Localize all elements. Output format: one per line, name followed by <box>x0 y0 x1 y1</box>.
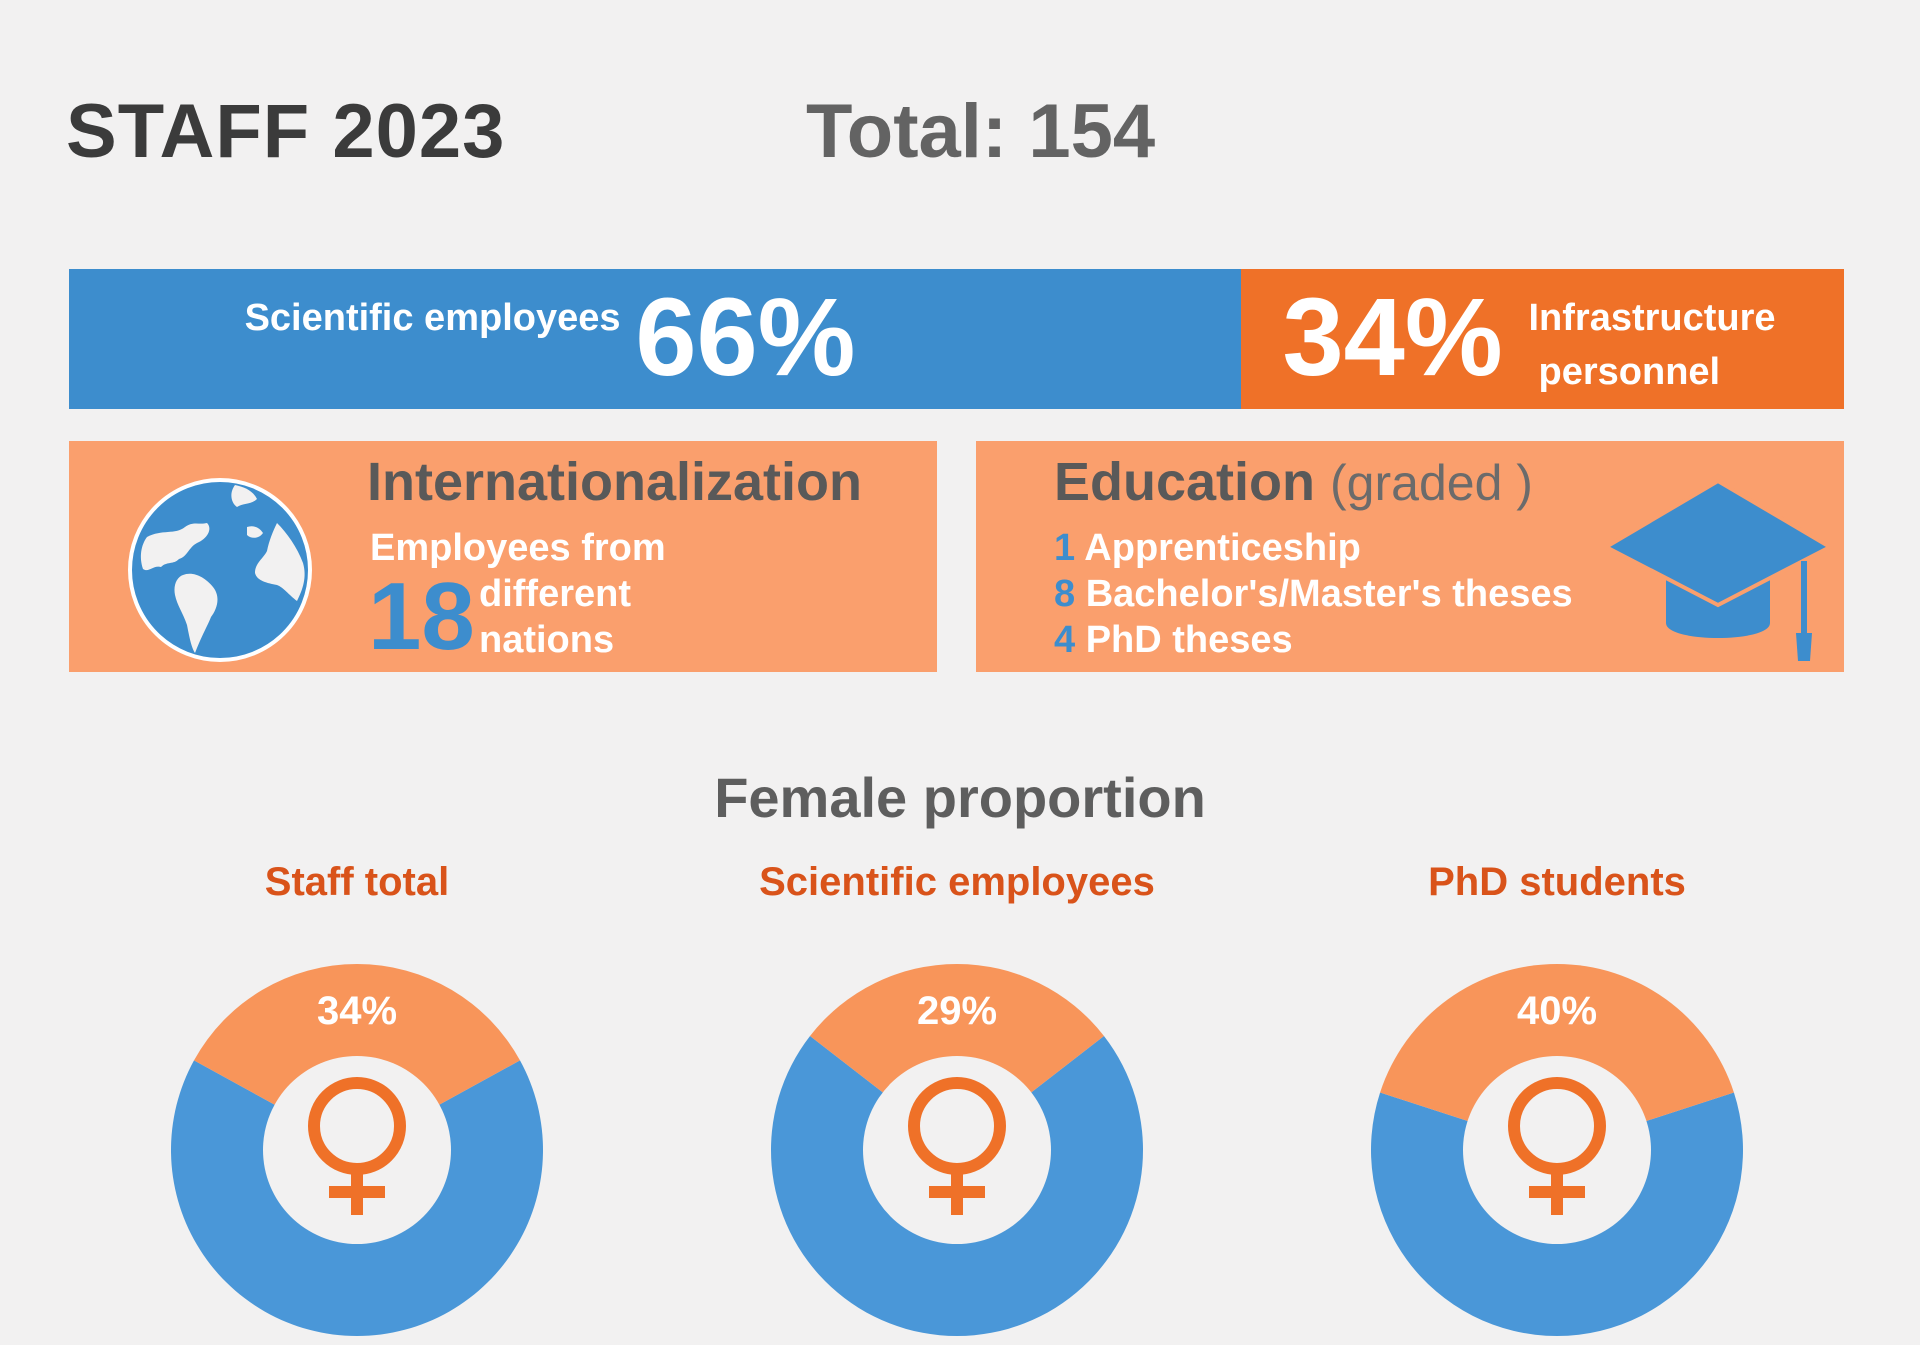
education-panel: Education (graded ) 1 Apprenticeship 8 B… <box>976 441 1844 672</box>
nations-count: 18 <box>368 563 475 670</box>
infrastructure-label-line1: Infrastructure <box>1528 297 1776 339</box>
education-item-label: Apprenticeship <box>1084 527 1361 569</box>
donut-chart: 29% <box>771 964 1143 1336</box>
donut-phd-students: PhD students 40% <box>1347 860 1767 1345</box>
staff-split-bar: Scientific employees 66% 34% Infrastruct… <box>69 269 1844 409</box>
donut-title: Staff total <box>264 860 450 904</box>
education-title-text: Education <box>1054 452 1316 512</box>
scientific-segment: Scientific employees 66% <box>69 269 1241 409</box>
globe-icon <box>128 478 312 662</box>
scientific-label: Scientific employees <box>244 297 621 339</box>
infrastructure-segment: 34% Infrastructure personnel <box>1240 269 1844 409</box>
education-item: 4 PhD theses <box>1054 619 1293 662</box>
education-item-count: 1 <box>1054 527 1076 569</box>
international-line2: different <box>479 573 631 615</box>
donut-hole <box>263 1056 451 1244</box>
infrastructure-label-line2: personnel <box>1538 351 1721 393</box>
scientific-pct: 66% <box>635 276 856 399</box>
internationalization-title: Internationalization <box>367 452 863 512</box>
international-line3: nations <box>479 619 615 661</box>
infrastructure-pct: 34% <box>1282 276 1503 399</box>
donut-pct-label: 40% <box>1517 989 1597 1033</box>
education-item-count: 8 <box>1054 573 1076 615</box>
page-title: STAFF 2023 <box>66 89 506 174</box>
female-symbol-icon <box>908 1077 1006 1215</box>
education-qualifier: (graded ) <box>1330 455 1533 511</box>
donut-pct-label: 34% <box>317 989 397 1033</box>
education-item: 1 Apprenticeship <box>1054 527 1361 570</box>
donut-scientific-employees: Scientific employees 29% <box>747 860 1167 1345</box>
graduation-cap-icon <box>1604 478 1834 661</box>
female-symbol-icon <box>1508 1077 1606 1215</box>
donut-pct-label: 29% <box>917 989 997 1033</box>
education-title: Education (graded ) <box>1054 451 1533 513</box>
female-symbol-icon <box>308 1077 406 1215</box>
total-count: Total: 154 <box>806 89 1156 174</box>
female-proportion-title: Female proportion <box>714 766 1206 829</box>
education-item-label: PhD theses <box>1085 619 1293 661</box>
internationalization-panel: Internationalization Employees from 18 d… <box>69 441 937 672</box>
education-item-label: Bachelor's/Master's theses <box>1085 573 1573 615</box>
donut-staff-total: Staff total 34% <box>147 860 567 1345</box>
education-item: 8 Bachelor's/Master's theses <box>1054 573 1573 616</box>
donut-chart: 40% <box>1371 964 1743 1336</box>
donut-hole <box>863 1056 1051 1244</box>
international-line1: Employees from <box>370 527 666 569</box>
education-item-count: 4 <box>1054 619 1076 661</box>
donut-title: PhD students <box>1428 860 1686 904</box>
donut-chart: 34% <box>171 964 544 1336</box>
donut-hole <box>1463 1056 1651 1244</box>
donut-title: Scientific employees <box>759 860 1155 904</box>
